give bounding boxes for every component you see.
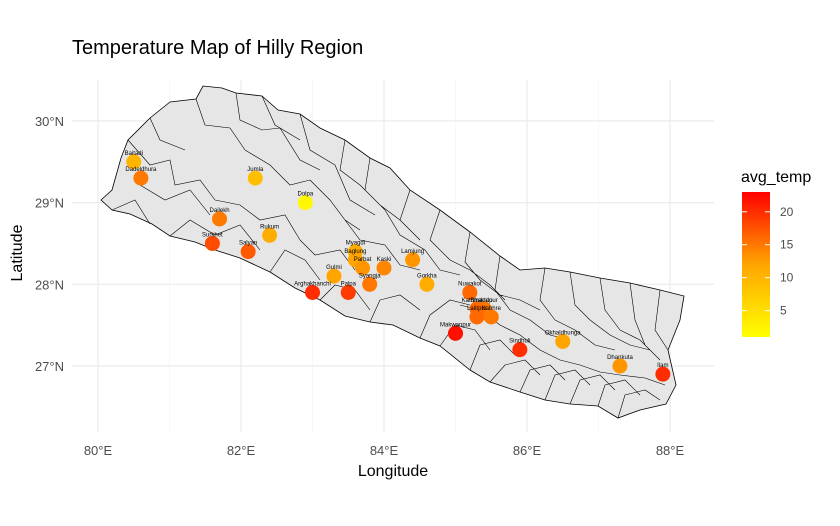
temperature-point (448, 325, 463, 341)
temperature-point (262, 227, 278, 243)
legend-colorbar (742, 192, 770, 337)
district-label: Kathmandu (462, 298, 493, 304)
district-label: Gulmi (326, 265, 342, 271)
temperature-point (297, 195, 313, 211)
temperature-point (305, 284, 320, 300)
temperature-point (469, 309, 485, 325)
district-label: Dolpa (298, 192, 314, 198)
x-axis-ticks: 80°E 82°E 84°E 86°E 88°E (84, 443, 685, 458)
temperature-point (212, 211, 228, 227)
district-label: Dailekh (210, 208, 230, 214)
x-tick-label: 80°E (84, 443, 113, 458)
temperature-point (133, 170, 149, 186)
x-axis-title: Longitude (358, 463, 428, 480)
temperature-point (555, 333, 571, 349)
temperature-point (655, 366, 671, 382)
temperature-point (355, 260, 371, 276)
district-label: Lalitpur (467, 306, 487, 312)
y-tick-label: 28°N (35, 277, 64, 292)
district-label: Kabhre (482, 306, 502, 312)
district-label: Gorkha (417, 273, 437, 279)
district-label: Nuwakot (458, 281, 482, 287)
temperature-point (326, 268, 342, 284)
district-label: Ilam (657, 363, 668, 369)
temperature-points (126, 154, 671, 382)
district-label: Kaski (377, 257, 392, 263)
legend-tick-label: 20 (780, 205, 794, 219)
chart-title: Temperature Map of Hilly Region (72, 37, 363, 59)
temperature-point (462, 284, 478, 300)
district-label: Baitadi (125, 151, 143, 157)
district-label: Syangja (359, 273, 381, 279)
district-label: Arghakhanchi (294, 281, 331, 287)
x-tick-label: 82°E (227, 443, 256, 458)
country-outline (100, 85, 685, 419)
temperature-point (362, 276, 378, 292)
district-label: Sindhuli (509, 339, 530, 345)
temperature-point (483, 309, 499, 325)
nepal-map (100, 85, 685, 419)
legend-title: avg_temp (741, 169, 811, 186)
temperature-point (419, 276, 435, 292)
temperature-point (126, 154, 142, 170)
temperature-point (240, 244, 256, 260)
legend-tick-label: 10 (780, 271, 794, 285)
district-borders (111, 92, 669, 419)
x-tick-label: 86°E (513, 443, 542, 458)
district-label: Dhankuta (607, 355, 633, 361)
color-legend: avg_temp 5 10 15 20 (741, 169, 811, 337)
temperature-point (512, 342, 528, 358)
district-label: Parbat (354, 257, 372, 263)
y-tick-label: 27°N (35, 359, 64, 374)
temperature-point (612, 358, 628, 374)
point-labels: Baitadi Dadeldhura Jumla Dolpa Dailekh Rukum S… (125, 151, 669, 369)
y-axis-ticks: 27°N 28°N 29°N 30°N (35, 114, 64, 374)
district-label: Lamjung (401, 249, 424, 255)
legend-ticks: 5 10 15 20 (742, 205, 794, 318)
district-label: Makwanpur (440, 322, 471, 328)
y-axis-title: Latitude (9, 224, 26, 281)
temperature-point (405, 252, 421, 268)
district-label: Myagdi (346, 241, 365, 247)
district-label: Palpa (341, 281, 357, 287)
district-label: Okhaldhunga (545, 330, 581, 336)
district-label: Baglung (344, 249, 366, 255)
temperature-point (204, 235, 220, 251)
district-label: Bhaktapur (470, 298, 497, 304)
district-label: Rukum (260, 224, 279, 230)
temperature-point (340, 284, 356, 300)
district-label: Salyan (239, 241, 257, 247)
district-label: Dadeldhura (125, 167, 157, 173)
district-label: Jumla (247, 167, 264, 173)
y-tick-label: 29°N (35, 196, 64, 211)
x-tick-label: 84°E (370, 443, 399, 458)
temperature-point (376, 260, 392, 276)
legend-tick-label: 5 (780, 304, 787, 318)
temperature-point (247, 170, 263, 186)
x-tick-label: 88°E (656, 443, 685, 458)
legend-tick-label: 15 (780, 238, 794, 252)
y-tick-label: 30°N (35, 114, 64, 129)
district-label: Surkhet (202, 232, 223, 238)
